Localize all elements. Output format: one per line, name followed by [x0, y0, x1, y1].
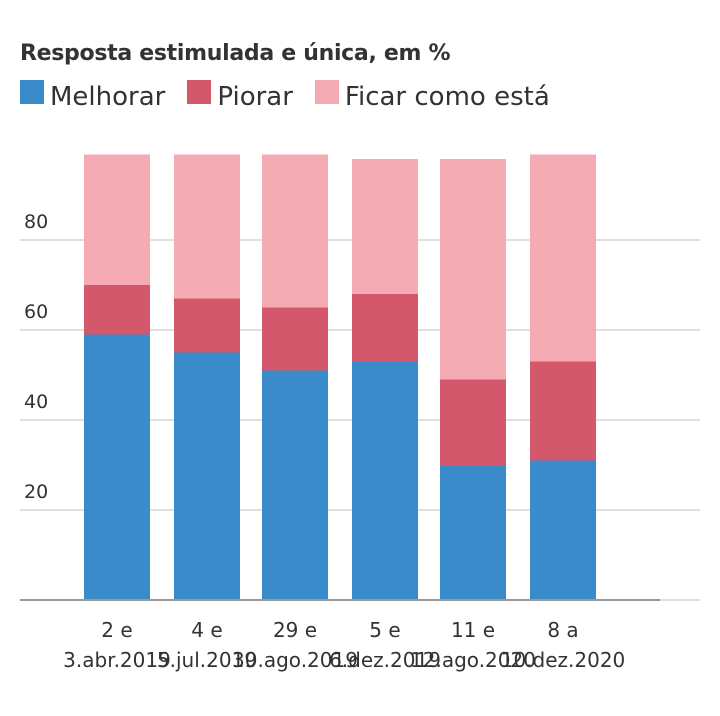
legend-label-melhorar: Melhorar	[50, 82, 166, 112]
bar-piorar-4	[440, 379, 506, 465]
x-tick-label-line2-2: 30.ago.2019	[232, 648, 358, 672]
x-axis-labels: 2 e 3.abr.2019 4 e 5.jul.2019 29 e 30.ago.201…	[63, 618, 625, 672]
bar-ficar-como-está-0	[84, 154, 150, 285]
bar-piorar-1	[174, 298, 240, 353]
legend-swatch-piorar	[187, 80, 212, 104]
bar-piorar-3	[352, 294, 418, 362]
bar-melhorar-2	[262, 370, 328, 600]
x-tick-label-line1-4: 11 e	[451, 618, 495, 642]
x-tick-label-line1-1: 4 e	[191, 618, 222, 642]
legend-item-melhorar: Melhorar	[20, 80, 165, 112]
y-tick-label-40: 40	[24, 391, 48, 413]
bar-melhorar-5	[530, 460, 596, 600]
x-tick-label-line1-2: 29 e	[273, 618, 317, 642]
legend-item-ficar: Ficar como está	[314, 80, 550, 112]
bar-piorar-0	[84, 285, 150, 335]
legend-item-piorar: Piorar	[187, 80, 293, 112]
bar-ficar-como-está-1	[174, 154, 240, 299]
y-tick-label-60: 60	[24, 301, 48, 323]
x-tick-label-line2-1: 5.jul.2019	[157, 648, 257, 672]
bar-ficar-como-está-5	[530, 154, 596, 362]
x-tick-label-line2-3: 6.dez.2019	[329, 648, 441, 672]
bar-melhorar-0	[84, 334, 150, 600]
legend-label-ficar: Ficar como está	[344, 82, 550, 112]
legend-label-piorar: Piorar	[217, 82, 293, 112]
bar-melhorar-1	[174, 352, 240, 600]
y-tick-label-20: 20	[24, 481, 48, 503]
bar-melhorar-3	[352, 361, 418, 600]
chart-title: Resposta estimulada e única, em %	[20, 41, 451, 66]
bar-ficar-como-está-4	[440, 159, 506, 380]
bar-ficar-como-está-3	[352, 159, 418, 294]
x-tick-label-line2-0: 3.abr.2019	[63, 648, 171, 672]
bars	[84, 154, 596, 600]
bar-ficar-como-está-2	[262, 154, 328, 308]
x-tick-label-line2-4: 12.ago.2020	[410, 648, 536, 672]
x-tick-label-line2-5: 10.dez.2020	[501, 648, 626, 672]
bar-piorar-2	[262, 307, 328, 371]
y-axis-ticks: 20 40 60 80	[24, 211, 48, 503]
bar-melhorar-4	[440, 465, 506, 600]
legend-swatch-melhorar	[20, 80, 44, 104]
x-tick-label-line1-3: 5 e	[369, 618, 400, 642]
x-tick-label-line1-0: 2 e	[101, 618, 132, 642]
bar-piorar-5	[530, 361, 596, 461]
y-tick-label-80: 80	[24, 211, 48, 233]
x-tick-label-line1-5: 8 a	[547, 618, 578, 642]
legend-swatch-ficar	[314, 80, 339, 104]
legend: Melhorar Piorar Ficar como está	[20, 80, 572, 112]
